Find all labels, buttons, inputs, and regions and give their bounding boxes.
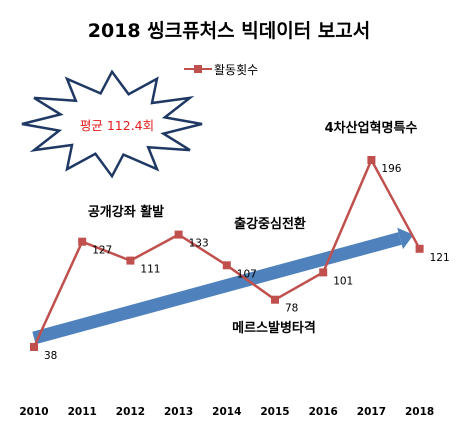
x-tick-label: 2010 — [19, 406, 48, 418]
data-label: 196 — [381, 163, 401, 175]
data-label: 107 — [237, 268, 257, 280]
annotation-mers-impact: 메르스발병타격 — [232, 320, 316, 336]
annotation-outreach-shift: 출강중심전환 — [234, 216, 306, 232]
data-point — [367, 156, 376, 164]
x-tick-label: 2018 — [405, 406, 434, 418]
x-tick-label: 2016 — [309, 406, 338, 418]
x-tick-label: 2014 — [212, 406, 241, 418]
chart-title: 2018 씽크퓨처스 빅데이터 보고서 — [88, 20, 371, 42]
average-text: 평균 112.4회 — [80, 118, 154, 133]
data-point — [319, 268, 328, 277]
trend-arrow-head — [397, 227, 414, 250]
x-tick-label: 2017 — [357, 406, 386, 418]
data-label: 121 — [430, 252, 450, 264]
data-label: 111 — [140, 264, 160, 276]
trend-arrow-shaft — [32, 232, 402, 345]
data-label: 133 — [189, 238, 209, 250]
average-burst: 평균 112.4회 — [21, 69, 203, 179]
data-label: 78 — [285, 303, 298, 315]
data-label: 127 — [92, 245, 112, 257]
annotation-public-lectures: 공개강좌 활발 — [88, 204, 164, 220]
data-point — [78, 237, 87, 246]
data-point — [30, 343, 38, 351]
data-label: 101 — [333, 275, 353, 287]
annotation-4th-industrial: 4차산업혁명특수 — [325, 120, 418, 136]
data-label: 38 — [44, 350, 57, 362]
trend-arrow-layer — [32, 227, 414, 345]
x-axis: 2010 2011 2012 2013 2014 2015 2016 2017 2018 — [19, 406, 434, 418]
x-tick-label: 2012 — [116, 406, 145, 418]
data-point — [222, 261, 231, 270]
legend: 활동횟수 — [184, 63, 258, 77]
burst-shape — [21, 69, 203, 179]
data-label-layer: 38 127 111 133 107 78 101 196 121 — [44, 163, 450, 362]
x-tick-label: 2013 — [164, 406, 193, 418]
x-tick-label: 2015 — [260, 406, 289, 418]
data-point — [271, 295, 279, 304]
data-point — [174, 230, 183, 239]
series-layer — [30, 156, 424, 351]
data-point — [126, 256, 135, 265]
legend-label: 활동횟수 — [214, 63, 258, 77]
legend-marker — [194, 65, 202, 73]
x-tick-label: 2011 — [68, 406, 97, 418]
data-point — [415, 244, 424, 253]
